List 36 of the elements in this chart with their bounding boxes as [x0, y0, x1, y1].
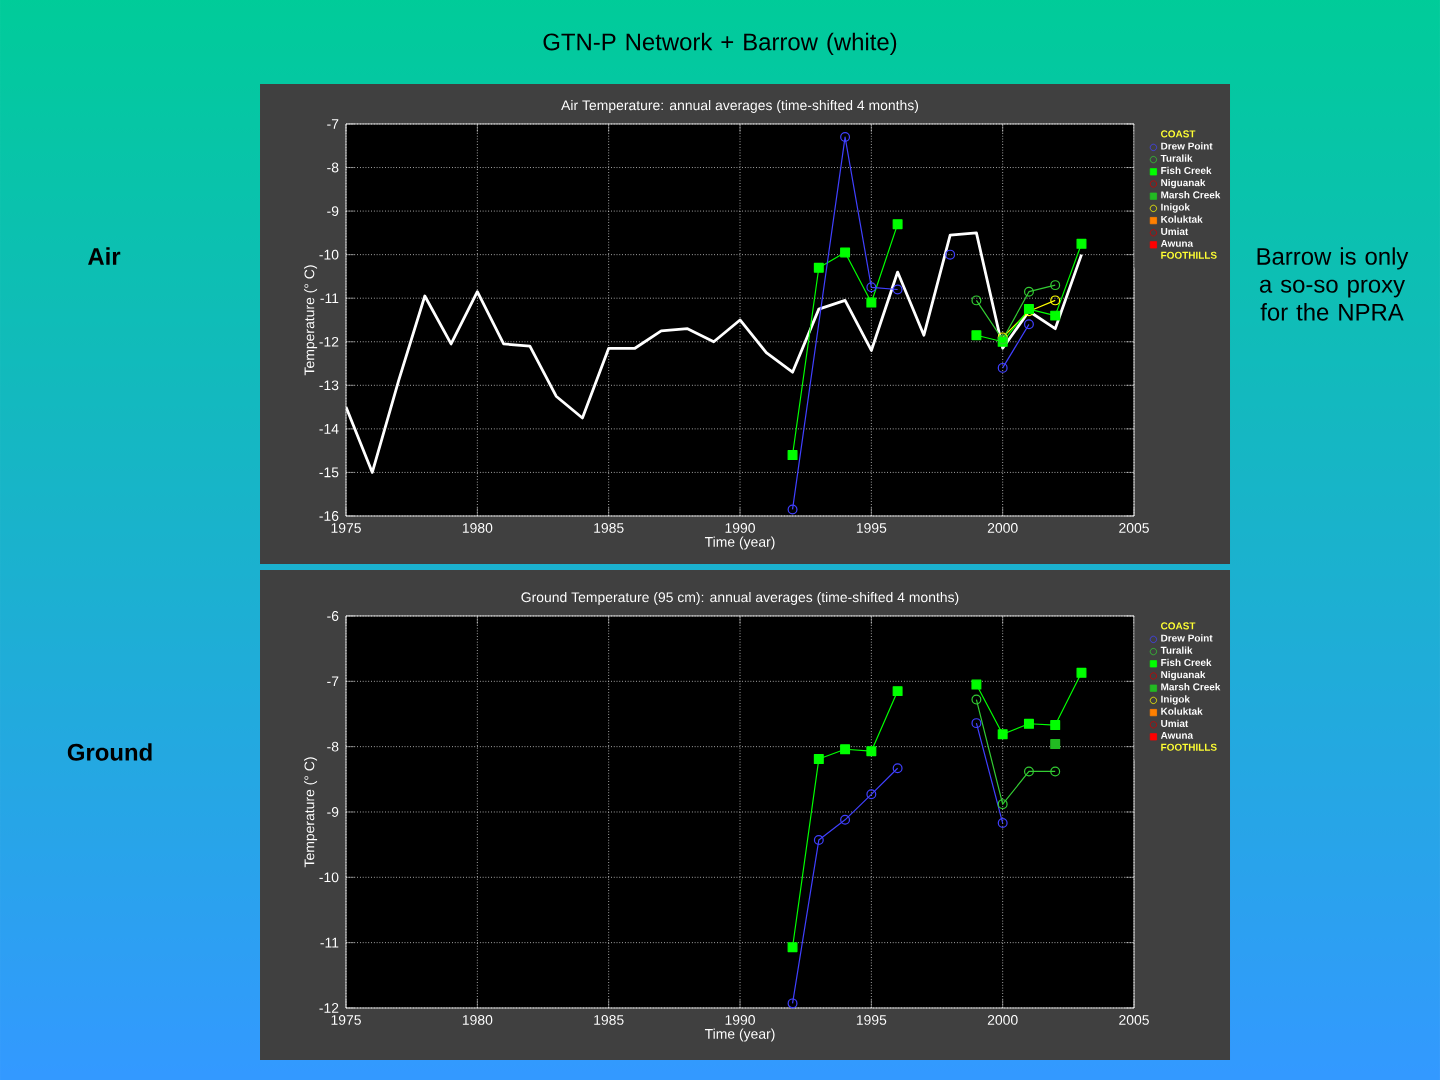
- point: [1050, 720, 1061, 731]
- point: [1076, 667, 1087, 678]
- point: [866, 789, 877, 800]
- point: [997, 799, 1008, 810]
- point: [1023, 766, 1034, 777]
- text: GTN-P Network + Barrow (white): [543, 32, 897, 56]
- point: [1076, 238, 1087, 249]
- point: [840, 247, 851, 258]
- point: [866, 746, 877, 757]
- point: [892, 219, 903, 230]
- point: [971, 330, 982, 341]
- point: [813, 754, 824, 765]
- point: [813, 262, 824, 273]
- point: [997, 362, 1008, 373]
- point: [1050, 310, 1061, 321]
- point: [997, 729, 1008, 740]
- point: [1023, 718, 1034, 729]
- point: [892, 686, 903, 697]
- text: Ground: [67, 743, 152, 761]
- point: [971, 718, 982, 729]
- point: [840, 814, 851, 825]
- point: [866, 297, 877, 308]
- text: Barrow is only a so-so proxy for the NPRA: [1257, 247, 1409, 321]
- point: [892, 763, 903, 774]
- point: [840, 132, 851, 143]
- text: Air: [88, 247, 121, 265]
- point: [1023, 286, 1034, 297]
- point: [971, 679, 982, 690]
- point: [892, 284, 903, 295]
- point: [1050, 739, 1061, 750]
- point: [787, 450, 798, 460]
- point: [945, 249, 956, 260]
- point: [866, 282, 877, 293]
- point: [813, 835, 824, 846]
- point: [787, 942, 798, 953]
- point: [840, 744, 851, 755]
